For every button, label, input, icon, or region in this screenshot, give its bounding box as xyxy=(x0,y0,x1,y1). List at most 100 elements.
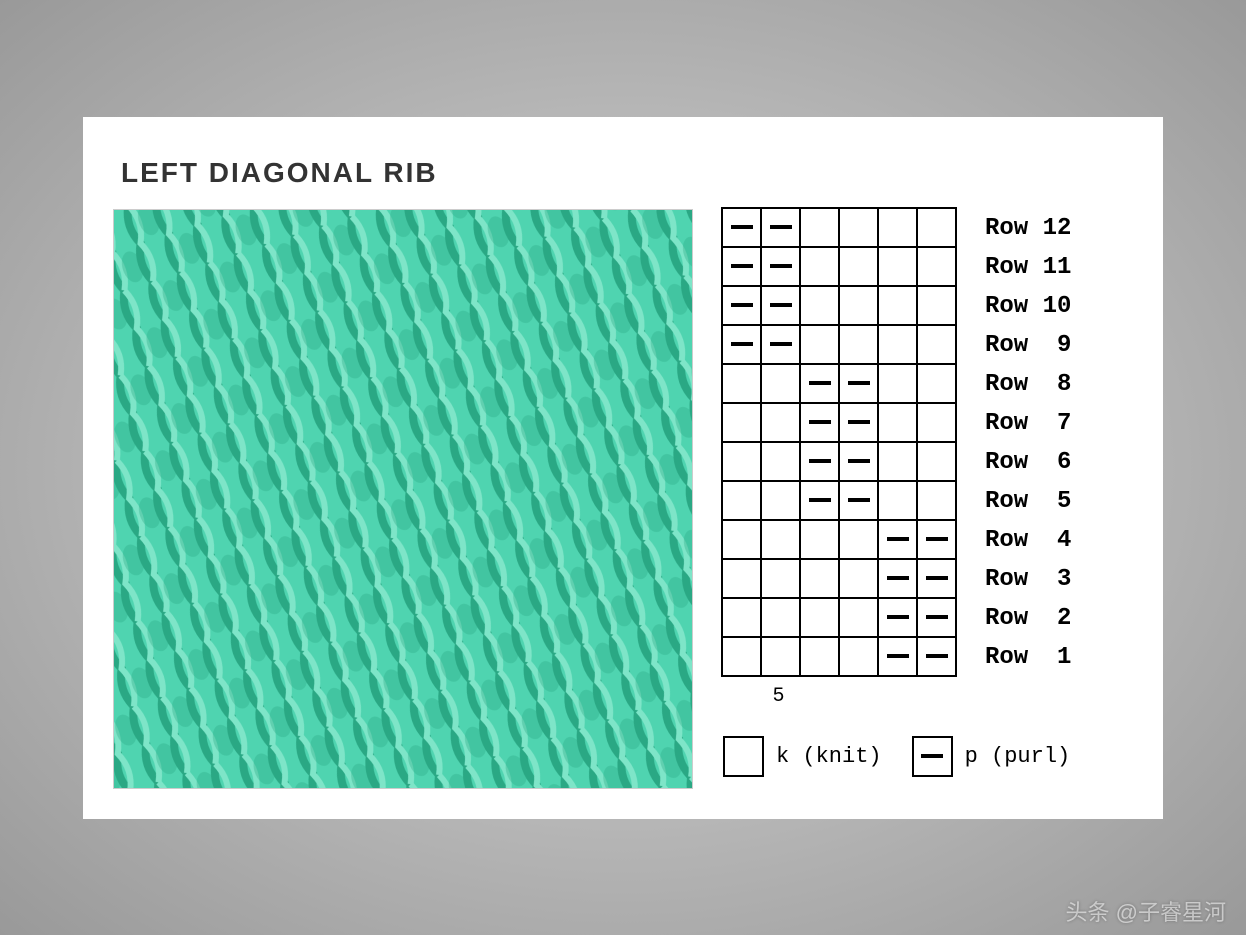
purl-cell xyxy=(799,441,840,482)
chart-row: Row 2 xyxy=(723,599,1071,638)
purl-cell xyxy=(760,207,801,248)
knit-cell xyxy=(721,558,762,599)
knit-cell xyxy=(799,285,840,326)
knit-cell xyxy=(916,324,957,365)
knit-cell xyxy=(838,519,879,560)
chart-cells xyxy=(723,326,957,365)
row-label: Row 5 xyxy=(985,488,1071,515)
chart-row: Row 4 xyxy=(723,521,1071,560)
knit-cell xyxy=(877,324,918,365)
knit-cell xyxy=(877,363,918,404)
legend: k (knit) p (purl) xyxy=(723,736,1071,777)
knit-cell xyxy=(838,324,879,365)
row-label: Row 3 xyxy=(985,566,1071,593)
purl-cell xyxy=(721,246,762,287)
knit-cell xyxy=(916,246,957,287)
chart-row: Row 8 xyxy=(723,365,1071,404)
knit-cell xyxy=(721,441,762,482)
column-label: 5 xyxy=(758,685,799,708)
knit-cell xyxy=(799,519,840,560)
purl-cell xyxy=(721,324,762,365)
chart-cells xyxy=(723,248,957,287)
pattern-card: LEFT DIAGONAL RIB xyxy=(83,117,1163,819)
knit-cell xyxy=(760,480,801,521)
chart-cells xyxy=(723,404,957,443)
knit-cell xyxy=(877,441,918,482)
purl-cell xyxy=(838,402,879,443)
knit-cell xyxy=(877,285,918,326)
column-labels: 5 xyxy=(721,685,1071,708)
column-label xyxy=(914,685,955,708)
pattern-title: LEFT DIAGONAL RIB xyxy=(121,157,1123,189)
knit-cell xyxy=(799,324,840,365)
knit-cell xyxy=(916,207,957,248)
purl-cell xyxy=(760,246,801,287)
swatch-svg xyxy=(114,210,692,788)
knit-cell xyxy=(721,519,762,560)
chart-cells xyxy=(723,482,957,521)
purl-cell xyxy=(760,324,801,365)
column-label xyxy=(836,685,877,708)
knit-cell xyxy=(721,402,762,443)
content-row: Row 12Row 11Row 10Row 9Row 8Row 7Row 6Ro… xyxy=(113,209,1123,789)
purl-cell xyxy=(838,480,879,521)
row-label: Row 12 xyxy=(985,215,1071,242)
stitch-chart: Row 12Row 11Row 10Row 9Row 8Row 7Row 6Ro… xyxy=(723,209,1071,677)
knit-cell xyxy=(760,558,801,599)
knit-cell xyxy=(760,402,801,443)
knit-cell xyxy=(721,480,762,521)
row-label: Row 7 xyxy=(985,410,1071,437)
purl-cell xyxy=(916,519,957,560)
knit-cell xyxy=(916,480,957,521)
purl-cell xyxy=(916,636,957,677)
row-label: Row 8 xyxy=(985,371,1071,398)
row-label: Row 2 xyxy=(985,605,1071,632)
knit-cell xyxy=(916,285,957,326)
chart-row: Row 9 xyxy=(723,326,1071,365)
knit-cell xyxy=(799,597,840,638)
chart-row: Row 12 xyxy=(723,209,1071,248)
knit-cell xyxy=(799,636,840,677)
chart-cells xyxy=(723,521,957,560)
knit-cell xyxy=(799,207,840,248)
knit-cell xyxy=(760,363,801,404)
knit-cell xyxy=(838,558,879,599)
chart-cells xyxy=(723,560,957,599)
purl-cell xyxy=(838,363,879,404)
legend-label: p (purl) xyxy=(965,744,1071,769)
column-label xyxy=(875,685,916,708)
row-label: Row 10 xyxy=(985,293,1071,320)
purl-cell xyxy=(877,597,918,638)
legend-label: k (knit) xyxy=(776,744,882,769)
purl-cell xyxy=(721,285,762,326)
legend-knit-icon xyxy=(723,736,764,777)
knit-cell xyxy=(799,246,840,287)
knit-cell xyxy=(877,480,918,521)
knit-cell xyxy=(838,285,879,326)
chart-cells xyxy=(723,599,957,638)
knit-cell xyxy=(916,441,957,482)
legend-item: k (knit) xyxy=(723,736,882,777)
purl-cell xyxy=(721,207,762,248)
row-label: Row 4 xyxy=(985,527,1071,554)
chart-row: Row 5 xyxy=(723,482,1071,521)
column-label xyxy=(797,685,838,708)
row-label: Row 1 xyxy=(985,644,1071,671)
purl-cell xyxy=(760,285,801,326)
chart-row: Row 11 xyxy=(723,248,1071,287)
row-label: Row 9 xyxy=(985,332,1071,359)
chart-cells xyxy=(723,443,957,482)
knit-cell xyxy=(760,441,801,482)
chart-row: Row 3 xyxy=(723,560,1071,599)
row-label: Row 11 xyxy=(985,254,1071,281)
knit-cell xyxy=(799,558,840,599)
chart-area: Row 12Row 11Row 10Row 9Row 8Row 7Row 6Ro… xyxy=(723,209,1071,777)
legend-purl-icon xyxy=(912,736,953,777)
knit-cell xyxy=(760,597,801,638)
knit-cell xyxy=(838,246,879,287)
knit-cell xyxy=(838,597,879,638)
knit-cell xyxy=(877,402,918,443)
knit-cell xyxy=(916,363,957,404)
knit-cell xyxy=(760,636,801,677)
knit-cell xyxy=(877,207,918,248)
